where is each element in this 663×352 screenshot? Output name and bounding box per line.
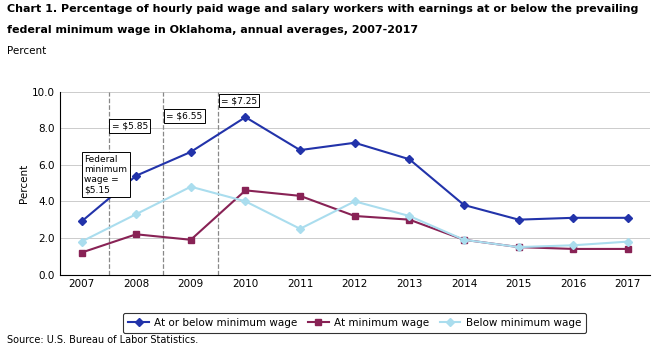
Text: = $7.25: = $7.25: [221, 96, 257, 105]
Text: Percent: Percent: [7, 46, 46, 56]
Text: Federal
minimum
wage =
$5.15: Federal minimum wage = $5.15: [84, 155, 127, 195]
At or below minimum wage: [296, 148, 304, 152]
At or below minimum wage: [514, 218, 522, 222]
Below minimum wage: [296, 227, 304, 231]
At or below minimum wage: [460, 203, 468, 207]
Below minimum wage: [78, 239, 86, 244]
Line: At or below minimum wage: At or below minimum wage: [79, 114, 631, 224]
At minimum wage: [78, 251, 86, 255]
Text: Source: U.S. Bureau of Labor Statistics.: Source: U.S. Bureau of Labor Statistics.: [7, 335, 198, 345]
Line: At minimum wage: At minimum wage: [79, 188, 631, 255]
Below minimum wage: [624, 239, 632, 244]
At minimum wage: [187, 238, 195, 242]
At minimum wage: [241, 188, 249, 193]
Below minimum wage: [405, 214, 413, 218]
Line: Below minimum wage: Below minimum wage: [79, 184, 631, 250]
Below minimum wage: [570, 243, 577, 247]
At or below minimum wage: [351, 141, 359, 145]
Below minimum wage: [514, 245, 522, 249]
Text: = $6.55: = $6.55: [166, 112, 202, 121]
At or below minimum wage: [405, 157, 413, 161]
Below minimum wage: [187, 184, 195, 189]
Below minimum wage: [351, 199, 359, 203]
At minimum wage: [570, 247, 577, 251]
Below minimum wage: [241, 199, 249, 203]
At minimum wage: [405, 218, 413, 222]
At or below minimum wage: [187, 150, 195, 154]
At minimum wage: [460, 238, 468, 242]
Text: = $5.85: = $5.85: [111, 122, 148, 131]
At minimum wage: [514, 245, 522, 249]
At minimum wage: [296, 194, 304, 198]
Legend: At or below minimum wage, At minimum wage, Below minimum wage: At or below minimum wage, At minimum wag…: [123, 313, 586, 333]
At or below minimum wage: [624, 216, 632, 220]
Text: Chart 1. Percentage of hourly paid wage and salary workers with earnings at or b: Chart 1. Percentage of hourly paid wage …: [7, 4, 638, 13]
Below minimum wage: [460, 238, 468, 242]
At minimum wage: [351, 214, 359, 218]
At or below minimum wage: [78, 219, 86, 224]
At minimum wage: [624, 247, 632, 251]
At or below minimum wage: [241, 115, 249, 119]
Below minimum wage: [132, 212, 140, 216]
Text: federal minimum wage in Oklahoma, annual averages, 2007-2017: federal minimum wage in Oklahoma, annual…: [7, 25, 418, 34]
At or below minimum wage: [132, 174, 140, 178]
At or below minimum wage: [570, 216, 577, 220]
Y-axis label: Percent: Percent: [19, 163, 29, 203]
At minimum wage: [132, 232, 140, 237]
